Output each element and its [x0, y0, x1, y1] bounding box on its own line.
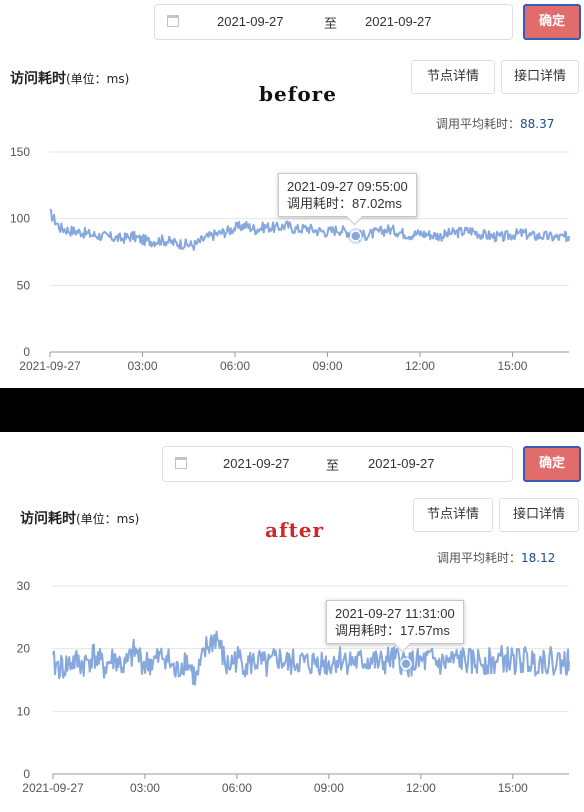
y-tick-label: 10: [17, 704, 31, 718]
x-tick-label: 12:00: [405, 359, 435, 373]
end-date-input[interactable]: 2021-09-27: [365, 14, 432, 29]
tooltip-time: 2021-09-27 09:55:00: [287, 179, 408, 194]
latency-series-line: [52, 630, 570, 686]
average-latency-label: 调用平均耗时：: [436, 117, 521, 131]
chart-title: 访问耗时(单位：ms): [20, 508, 139, 528]
y-tick-label: 0: [23, 767, 30, 781]
tooltip-value: 87.02ms: [352, 196, 402, 211]
calendar-icon: [167, 15, 179, 27]
x-tick-label: 12:00: [406, 781, 436, 795]
highlight-point[interactable]: [349, 230, 362, 242]
tooltip-value-row: 调用耗时：87.02ms: [287, 195, 408, 212]
x-tick-label: 15:00: [497, 359, 527, 373]
confirm-button[interactable]: 确定: [523, 4, 581, 40]
average-latency-label: 调用平均耗时：: [437, 551, 522, 565]
y-tick-label: 30: [17, 579, 31, 593]
date-range-separator: 至: [324, 17, 338, 32]
node-detail-button[interactable]: 节点详情: [413, 498, 493, 532]
y-tick-label: 20: [17, 642, 31, 656]
x-tick-label: 03:00: [127, 359, 157, 373]
panel-divider: [0, 388, 584, 432]
start-date-input[interactable]: 2021-09-27: [223, 456, 290, 471]
start-date-input[interactable]: 2021-09-27: [217, 14, 284, 29]
tooltip-value-row: 调用耗时：17.57ms: [335, 622, 455, 639]
average-latency-value: 88.37: [520, 117, 555, 131]
latency-series-line: [49, 208, 570, 251]
x-tick-label: 2021-09-27: [19, 359, 81, 373]
chart-title-text: 访问耗时: [20, 511, 76, 527]
x-tick-label: 09:00: [312, 359, 342, 373]
api-detail-button[interactable]: 接口详情: [501, 60, 579, 94]
average-latency: 调用平均耗时：88.37: [436, 115, 554, 132]
chart-title-unit: (单位：ms): [66, 72, 130, 86]
tooltip-label: 调用耗时：: [335, 623, 401, 638]
end-date-input[interactable]: 2021-09-27: [368, 456, 435, 471]
x-tick-label: 06:00: [222, 781, 252, 795]
y-tick-label: 50: [17, 278, 31, 292]
x-tick-label: 2021-09-27: [22, 781, 84, 795]
before-panel: 2021-09-27 至 2021-09-27 确定 访问耗时(单位：ms) b…: [0, 0, 584, 388]
x-tick-label: 03:00: [130, 781, 160, 795]
tooltip-value: 17.57ms: [400, 623, 450, 638]
node-detail-button[interactable]: 节点详情: [411, 60, 495, 94]
x-tick-label: 06:00: [220, 359, 250, 373]
before-label: before: [259, 82, 337, 106]
latency-chart: 0 10 20 30 2021-09-27 03:00 06:00 09:00 12:00 15:…: [17, 579, 570, 795]
after-label: after: [265, 518, 325, 542]
average-latency-value: 18.12: [521, 551, 556, 565]
y-tick-label: 0: [23, 345, 30, 359]
after-panel: 2021-09-27 至 2021-09-27 确定 访问耗时(单位：ms) a…: [0, 432, 584, 812]
chart-title: 访问耗时(单位：ms): [10, 68, 129, 88]
date-range-picker[interactable]: 2021-09-27 至 2021-09-27: [162, 446, 513, 482]
date-range-picker[interactable]: 2021-09-27 至 2021-09-27: [154, 4, 513, 40]
average-latency: 调用平均耗时：18.12: [437, 549, 555, 566]
chart-tooltip: 2021-09-27 09:55:00 调用耗时：87.02ms: [278, 173, 417, 217]
chart-tooltip: 2021-09-27 11:31:00 调用耗时：17.57ms: [326, 600, 464, 644]
tooltip-time: 2021-09-27 11:31:00: [335, 606, 455, 621]
api-detail-button[interactable]: 接口详情: [499, 498, 579, 532]
chart-title-text: 访问耗时: [10, 71, 66, 87]
highlight-point[interactable]: [400, 658, 412, 670]
x-tick-label: 09:00: [314, 781, 344, 795]
latency-chart: 0 50 100 150 2021-09-27 03:00 06:00 09:00 12:00 1…: [10, 145, 570, 373]
x-tick-label: 15:00: [498, 781, 528, 795]
date-range-separator: 至: [326, 459, 340, 474]
y-tick-label: 150: [10, 145, 30, 159]
y-tick-label: 100: [10, 212, 30, 226]
confirm-button[interactable]: 确定: [523, 446, 581, 482]
chart-title-unit: (单位：ms): [76, 512, 140, 526]
tooltip-label: 调用耗时：: [287, 196, 353, 211]
calendar-icon: [175, 457, 187, 469]
